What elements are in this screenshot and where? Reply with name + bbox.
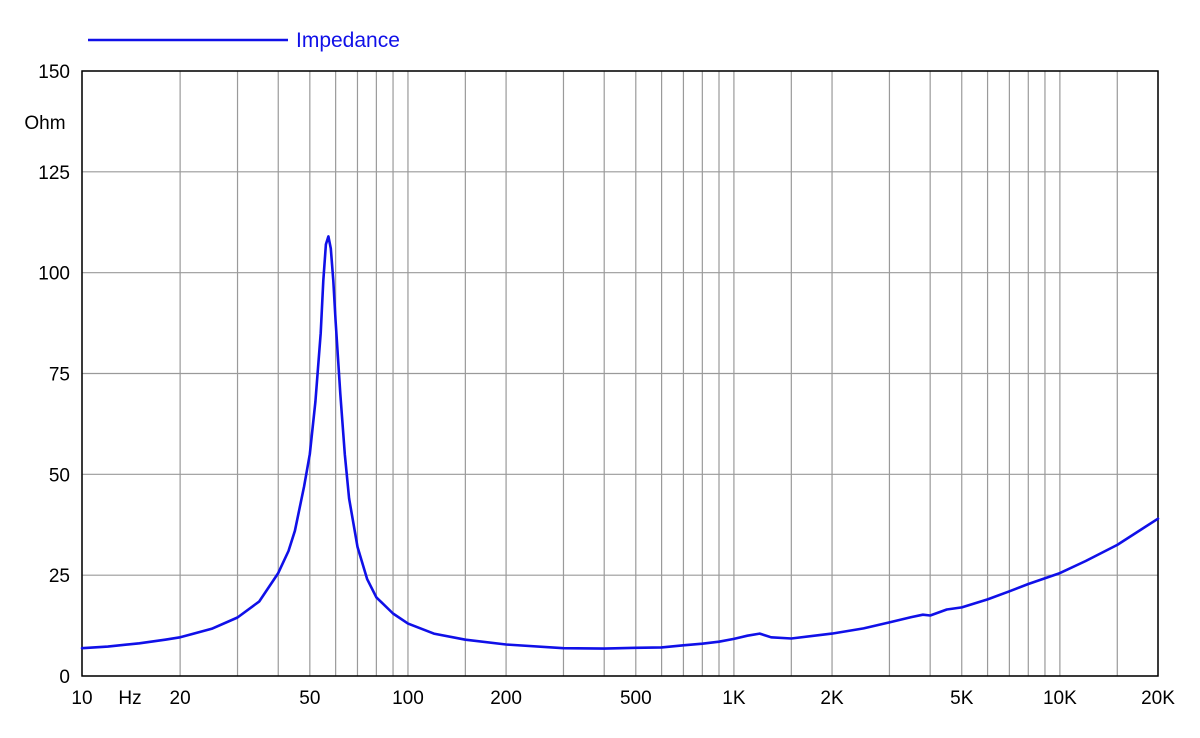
y-tick-label: 125 — [38, 163, 70, 184]
y-axis-label: Ohm — [24, 113, 65, 134]
x-tick-label: 10K — [1043, 688, 1077, 709]
y-tick-label: 75 — [49, 365, 70, 386]
y-tick-label: 100 — [38, 264, 70, 285]
y-tick-label: 25 — [49, 566, 70, 587]
series-line-impedance — [80, 235, 1160, 650]
x-tick-label: 5K — [950, 688, 974, 709]
y-tick-label: 150 — [38, 62, 70, 83]
legend-label: Impedance — [296, 29, 400, 52]
x-axis-label: Hz — [118, 688, 141, 709]
x-tick-label: 10 — [71, 688, 92, 709]
x-tick-label: 500 — [620, 688, 652, 709]
x-tick-label: 20 — [170, 688, 191, 709]
x-tick-label: 100 — [392, 688, 424, 709]
grid — [81, 70, 1159, 677]
x-tick-label: 1K — [722, 688, 746, 709]
series-layer — [80, 235, 1160, 650]
y-axis: 0 25 50 75 100 125 150 — [38, 62, 70, 688]
legend: Impedance — [88, 29, 400, 52]
x-tick-label: 200 — [490, 688, 522, 709]
y-tick-label: 50 — [49, 465, 70, 486]
x-tick-label: 50 — [299, 688, 320, 709]
y-tick-label: 0 — [59, 667, 70, 688]
x-axis: 10 20 50 100 200 500 1K 2K 5K 10K 20K — [71, 688, 1175, 709]
x-tick-label: 20K — [1141, 688, 1175, 709]
plot-frame — [81, 70, 1159, 677]
x-tick-label: 2K — [820, 688, 844, 709]
